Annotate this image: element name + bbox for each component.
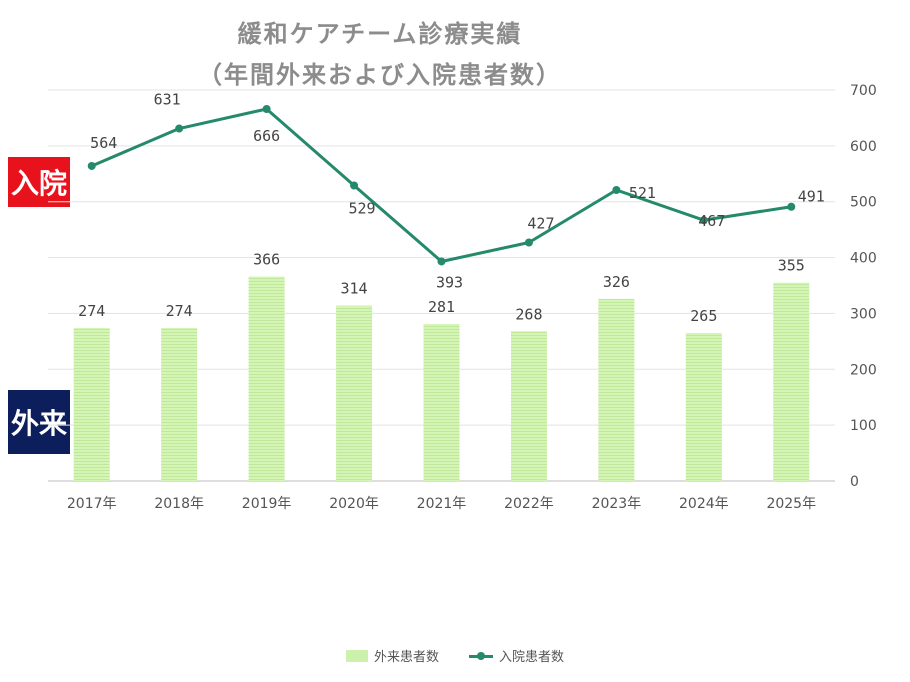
line-point-inpatient <box>87 161 96 170</box>
legend-item-inpatient: 入院患者数 <box>469 646 564 665</box>
outpatient-label: 外来 <box>8 390 70 454</box>
chart-canvas: 274 274 366 314 281 268 326 265 355 564 631 666 529 3… <box>48 83 877 512</box>
legend-bar-swatch <box>345 649 368 662</box>
line-data-label: 393 <box>436 273 463 291</box>
bar-outpatient <box>598 298 635 481</box>
legend-line-swatch <box>469 650 493 662</box>
y-tick-label: 700 <box>850 83 877 99</box>
legend: 外来患者数 入院患者数 <box>0 646 910 665</box>
line-data-label: 521 <box>629 184 656 202</box>
line-inpatient <box>91 107 792 263</box>
y-tick-label: 600 <box>850 139 877 155</box>
bar-data-label: 274 <box>166 302 193 320</box>
line-point-inpatient <box>262 104 271 113</box>
x-tick-label: 2024年 <box>679 496 729 512</box>
bar-data-label: 265 <box>690 307 717 325</box>
y-tick-label: 200 <box>850 362 877 378</box>
x-tick-label: 2019年 <box>242 496 292 512</box>
bar-outpatient <box>248 276 285 481</box>
chart-title: 緩和ケアチーム診療実績 <box>237 20 523 48</box>
bar-data-label: 281 <box>428 298 455 316</box>
line-data-label: 427 <box>527 214 554 232</box>
y-tick-label: 0 <box>850 474 859 490</box>
y-tick-label: 300 <box>850 306 877 322</box>
legend-item-outpatient: 外来患者数 <box>345 646 439 665</box>
x-tick-label: 2018年 <box>154 496 204 512</box>
legend-label-inpatient: 入院患者数 <box>499 650 565 665</box>
line-data-label: 529 <box>349 200 376 218</box>
bar-outpatient <box>161 327 198 481</box>
x-tick-label: 2022年 <box>504 496 554 512</box>
bar-data-label: 314 <box>341 280 368 298</box>
line-data-label: 631 <box>154 91 181 109</box>
legend-label-outpatient: 外来患者数 <box>373 650 439 665</box>
bar-outpatient <box>336 305 373 481</box>
inpatient-label: 入院 <box>8 157 70 207</box>
line-data-label: 467 <box>698 212 725 230</box>
bar-outpatient <box>510 331 547 481</box>
y-tick-label: 100 <box>850 418 877 434</box>
x-tick-label: 2021年 <box>417 496 467 512</box>
bar-data-label: 268 <box>515 305 542 323</box>
bar-data-label: 326 <box>603 273 630 291</box>
x-tick-label: 2020年 <box>329 496 379 512</box>
line-point-inpatient <box>524 238 533 247</box>
x-tick-label: 2025年 <box>766 496 816 512</box>
line-point-inpatient <box>175 124 184 133</box>
x-tick-label: 2023年 <box>592 496 642 512</box>
bar-outpatient <box>423 324 460 481</box>
x-tick-label: 2017年 <box>67 496 117 512</box>
y-tick-label: 400 <box>850 251 877 267</box>
y-tick-label: 500 <box>850 195 877 211</box>
line-point-inpatient <box>787 202 796 211</box>
bar-data-label: 355 <box>778 257 805 275</box>
line-point-inpatient <box>612 185 621 194</box>
bar-data-label: 366 <box>253 251 280 269</box>
bar-outpatient <box>773 282 810 481</box>
line-point-inpatient <box>437 257 446 266</box>
bar-data-label: 274 <box>78 302 105 320</box>
line-point-inpatient <box>350 181 359 190</box>
bar-outpatient <box>73 327 110 481</box>
line-data-label: 564 <box>90 134 117 152</box>
chart-subtitle: （年間外来および入院患者数） <box>198 61 562 89</box>
bar-outpatient <box>685 332 722 481</box>
line-data-label: 666 <box>253 127 280 145</box>
line-point-inpatient <box>699 216 708 225</box>
line-data-label: 491 <box>798 188 825 206</box>
